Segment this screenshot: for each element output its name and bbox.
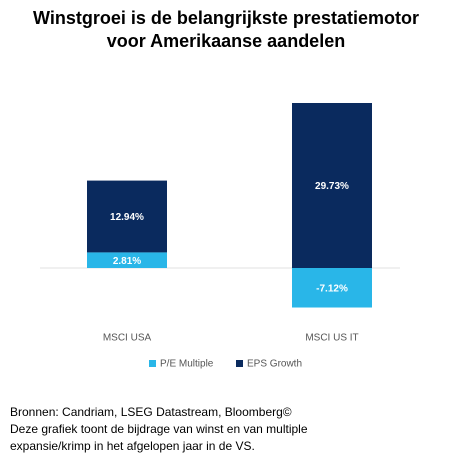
footnote: Bronnen: Candriam, LSEG Datastream, Bloo… — [10, 405, 292, 419]
x-tick-label: MSCI US IT — [305, 333, 358, 344]
footnote: Deze grafiek toont de bijdrage van winst… — [10, 422, 308, 436]
bar-segment — [87, 252, 167, 268]
data-label: -7.12% — [316, 283, 348, 294]
legend-label: P/E Multiple — [160, 359, 214, 370]
data-label: 2.81% — [113, 256, 141, 267]
legend-label: EPS Growth — [247, 359, 302, 370]
legend-swatch — [149, 360, 156, 367]
data-label: 29.73% — [315, 181, 349, 192]
legend-swatch — [236, 360, 243, 367]
x-tick-label: MSCI USA — [103, 333, 152, 344]
footnote: expansie/krimp in het afgelopen jaar in … — [10, 439, 255, 453]
bar-segment — [87, 180, 167, 253]
chart-title: voor Amerikaanse aandelen — [107, 31, 345, 51]
bar-segment — [292, 268, 372, 308]
data-label: 12.94% — [110, 212, 144, 223]
chart-title: Winstgroei is de belangrijkste prestatie… — [33, 8, 419, 28]
bar-segment — [292, 102, 372, 268]
